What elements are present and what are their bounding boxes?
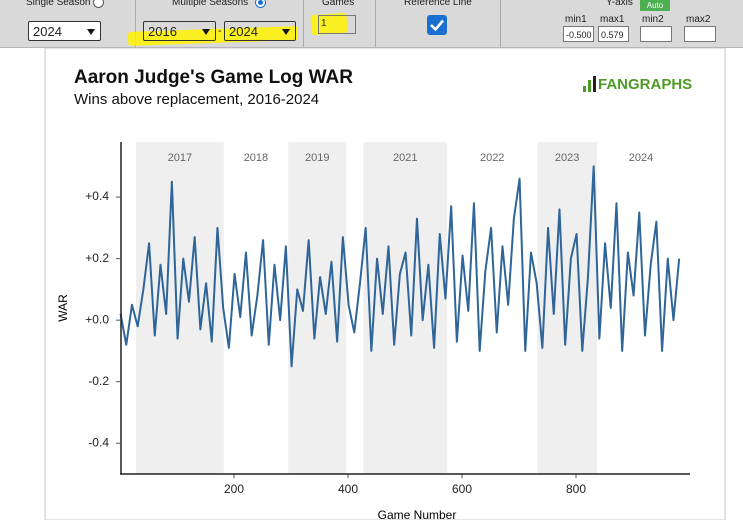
y-field-label: min1 bbox=[565, 14, 587, 25]
season-label: 2023 bbox=[555, 152, 579, 164]
y-field-label: min2 bbox=[642, 14, 664, 25]
season-label: 2019 bbox=[305, 152, 329, 164]
season-from-select[interactable]: 2016 bbox=[143, 21, 216, 41]
games-label: Games bbox=[322, 0, 355, 8]
season-band bbox=[363, 142, 448, 474]
y-tick-label: +0.0 bbox=[85, 312, 109, 326]
x-tick-label: 600 bbox=[452, 482, 472, 496]
y-field-input[interactable]: 0.579 bbox=[598, 26, 629, 42]
separator: - bbox=[218, 25, 222, 37]
check-icon bbox=[430, 19, 444, 32]
single-season-select[interactable]: 2024 bbox=[28, 21, 101, 41]
radio-single[interactable] bbox=[93, 0, 104, 8]
games-input[interactable]: 1 bbox=[318, 15, 356, 34]
y-field-input[interactable]: -0.500 bbox=[563, 26, 594, 42]
season-to-select[interactable]: 2024 bbox=[224, 21, 296, 41]
reference-line-checkbox[interactable] bbox=[427, 15, 447, 35]
y-field-label: max1 bbox=[600, 14, 625, 25]
x-tick-label: 400 bbox=[338, 482, 358, 496]
y-axis-label: Y-axis bbox=[606, 0, 633, 8]
y-field-input[interactable] bbox=[640, 26, 672, 42]
x-axis-title: Game Number bbox=[378, 508, 457, 520]
y-field-input[interactable] bbox=[684, 26, 716, 42]
chart-title: Aaron Judge's Game Log WAR bbox=[74, 67, 353, 88]
chart-subtitle: Wins above replacement, 2016-2024 bbox=[74, 91, 319, 108]
divider bbox=[375, 0, 376, 47]
auto-button[interactable]: Auto bbox=[640, 0, 670, 11]
y-field-label: max2 bbox=[686, 14, 711, 25]
x-tick-label: 200 bbox=[224, 482, 244, 496]
toolbar: Single Season 2024 Multiple Seasons 2016… bbox=[0, 0, 743, 48]
y-tick-label: +0.2 bbox=[85, 251, 109, 265]
y-tick-label: -0.2 bbox=[88, 374, 109, 388]
single-season-label: Single Season bbox=[26, 0, 91, 8]
season-label: 2017 bbox=[168, 152, 192, 164]
y-axis-title: WAR bbox=[56, 294, 70, 322]
y-tick-label: +0.4 bbox=[85, 189, 109, 203]
divider bbox=[500, 0, 501, 47]
multiple-seasons-label: Multiple Seasons bbox=[172, 0, 249, 8]
x-tick-label: 800 bbox=[566, 482, 586, 496]
divider bbox=[135, 0, 136, 47]
season-label: 2021 bbox=[393, 152, 417, 164]
y-tick-label: -0.4 bbox=[88, 435, 109, 449]
radio-multiple[interactable] bbox=[255, 0, 266, 8]
season-label: 2024 bbox=[629, 152, 653, 164]
reference-line-label: Reference Line bbox=[404, 0, 472, 8]
logo: FANGRAPHS bbox=[583, 76, 692, 93]
series-line bbox=[119, 165, 681, 368]
season-label: 2018 bbox=[244, 152, 268, 164]
logo-text: FANGRAPHS bbox=[598, 76, 692, 93]
divider bbox=[303, 0, 304, 47]
season-label: 2022 bbox=[480, 152, 504, 164]
